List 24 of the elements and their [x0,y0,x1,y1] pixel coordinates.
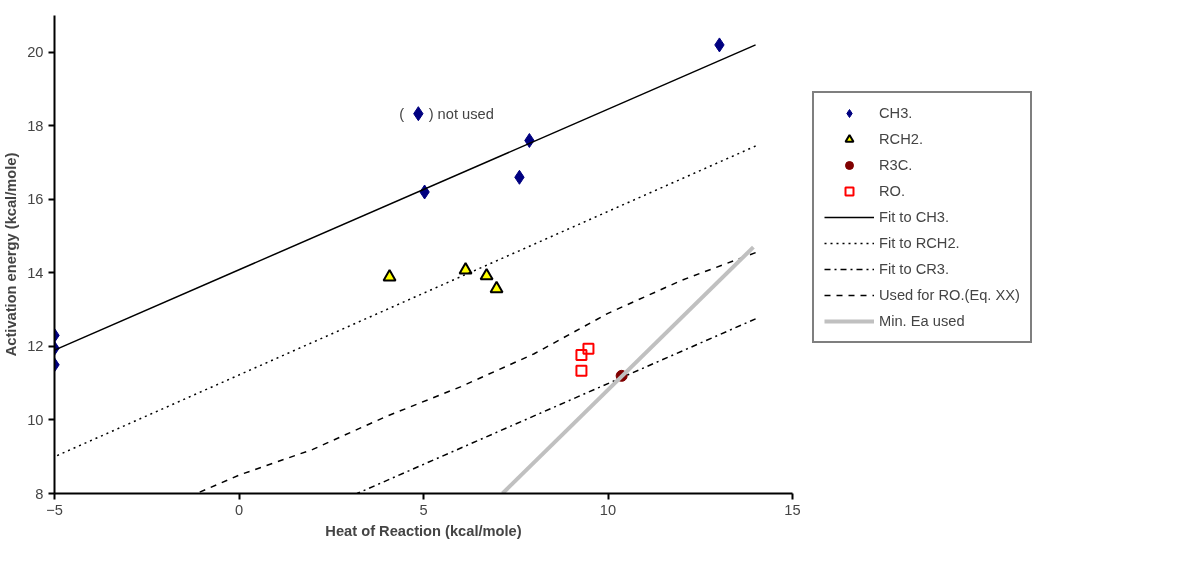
x-tick-label: −5 [46,501,63,518]
legend-label: R3C. [879,157,913,173]
y-tick-label: 20 [27,44,44,61]
y-tick-label: 16 [27,191,44,208]
y-axis-title: Activation energy (kcal/mole) [3,152,20,357]
y-tick-label: 10 [27,411,44,428]
x-axis-title: Heat of Reaction (kcal/mole) [325,522,522,539]
legend-label: Min. Ea used [879,313,965,329]
legend-label: Fit to CH3. [879,209,950,225]
x-tick-label: 15 [784,501,801,518]
x-tick-label: 0 [234,501,244,518]
x-tick-label: 5 [419,501,428,518]
legend-label: Used for RO.(Eq. XX) [879,287,1020,303]
x-tick-label: 10 [599,501,617,518]
legend-label: Fit to RCH2. [879,235,960,251]
y-tick-label: 18 [27,117,44,134]
legend-label: RO. [879,183,906,199]
y-tick-label: 8 [35,485,44,502]
annotation: ( ) not used [399,105,494,122]
y-tick-label: 14 [27,264,44,281]
legend-label: Fit to CR3. [879,261,950,277]
y-tick-label: 12 [27,338,44,355]
legend-label: RCH2. [879,131,923,147]
legend-label: CH3. [879,105,913,121]
